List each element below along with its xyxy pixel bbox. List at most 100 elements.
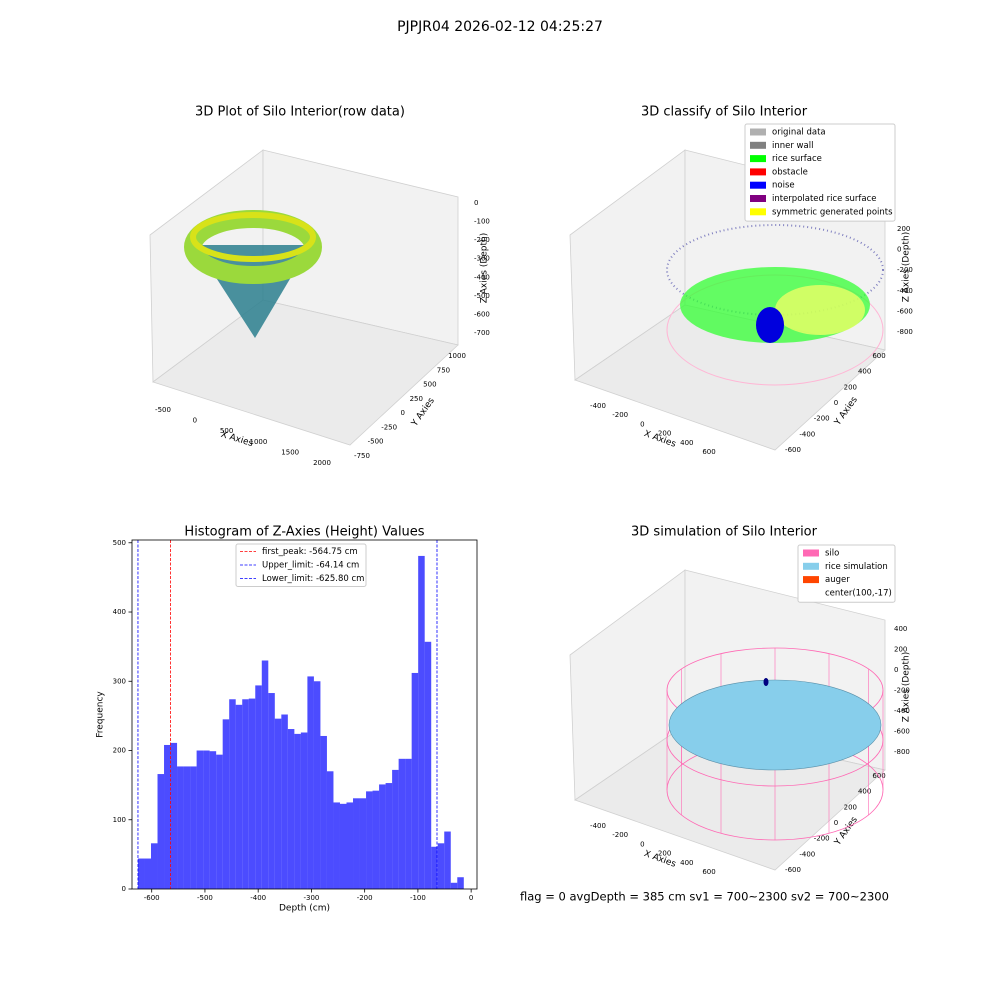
legend-box [797,544,896,603]
z-tick-label: -500 [474,292,490,300]
silo-wall [666,224,884,316]
histogram-bar [190,766,197,889]
rice-surface [668,679,882,771]
chart-title: 3D simulation of Silo Interior [631,525,818,540]
histogram-bar [294,733,301,889]
y-tick-label: 600 [872,352,885,360]
histogram-bar [372,790,380,889]
histogram-bar [457,877,464,889]
x-tick-label: 0 [469,894,473,902]
histogram-bar [183,766,191,889]
x-axis-label: Depth (cm) [279,904,330,914]
histogram-bar [196,750,204,889]
histogram-bar [431,846,438,889]
axis-label: Z Axies (Depth) [902,652,912,723]
y-tick-label: 200 [844,383,857,391]
x-tick-label: 200 [658,850,671,858]
x-tick-label: -100 [410,894,426,902]
y-tick-label: -400 [799,430,815,438]
legend-swatch [803,576,819,584]
y-tick-label: -500 [368,438,384,446]
y-tick-label: 300 [113,677,126,685]
legend-label: rice surface [772,154,822,164]
axis-label: Z Axies (Depth) [480,233,490,304]
legend-label: symmetric generated points [772,207,893,217]
x-tick-label: -200 [612,411,628,419]
y-tick-label: 0 [122,885,126,893]
z-tick-label: -800 [894,748,910,756]
legend-label: auger [825,575,850,585]
z-tick-label: -600 [897,307,913,315]
z-tick-label: -400 [894,707,910,715]
x-tick-label: -200 [357,894,373,902]
legend-box [235,543,367,587]
z-tick-label: -200 [474,236,490,244]
z-tick-label: -400 [897,287,913,295]
legend-label: noise [772,181,795,191]
y-tick-label: 200 [113,747,126,755]
histogram-bar [281,714,288,889]
legend-swatch [750,128,766,136]
histogram-bar [359,798,367,889]
y-tick-label: -600 [785,446,801,454]
histogram-bar [444,831,451,889]
silo-ring [184,210,322,284]
legend-swatch [750,208,766,216]
y-tick-label: -400 [799,850,815,858]
y-tick-label: -200 [814,835,830,843]
y-tick-label: -600 [785,866,801,874]
y-tick-label: 0 [834,399,838,407]
x-tick-label: 1000 [249,438,267,446]
legend-box [744,123,896,222]
legend-label: silo [825,549,839,559]
x-tick-label: 600 [702,868,715,876]
histogram-bar [177,766,184,889]
histogram-bar [274,718,282,889]
axes-frame [131,539,478,890]
histogram-bar [287,729,295,889]
x-tick-label: 0 [640,840,644,848]
histogram-bar [235,704,243,889]
z-tick-label: -600 [894,728,910,736]
histogram-bar [424,641,432,889]
histogram-bar [255,685,262,889]
histogram-bar [326,771,334,889]
histogram-bar [450,882,458,889]
histogram-bar [222,719,230,889]
histogram-bar [268,693,275,889]
histogram-bar [209,751,217,889]
x-tick-label: 600 [702,448,715,456]
histogram-bar [261,660,269,889]
histogram-bar [398,758,406,889]
z-tick-label: 0 [894,666,898,674]
histogram-bar [392,769,399,889]
y-tick-label: 0 [400,409,404,417]
suptitle: PJPJR04 2026-02-12 04:25:27 [397,19,603,35]
y-tick-label: 0 [834,819,838,827]
histogram-bar [437,843,445,889]
histogram-bar [379,784,386,889]
y-tick-label: 500 [423,381,436,389]
histogram-bar [411,672,419,889]
legend-label: obstacle [772,167,808,177]
chart-title: 3D Plot of Silo Interior(row data) [195,105,405,120]
x-tick-label: 1500 [281,448,299,456]
legend-label: Lower_limit: -625.80 cm [262,574,364,584]
histogram-bar [385,783,393,889]
z-tick-label: 400 [894,625,907,633]
legend-swatch [750,155,766,163]
pane [574,304,886,451]
histogram-bar [418,555,425,889]
footer-text: flag = 0 avgDepth = 385 cm sv1 = 700~230… [520,890,889,904]
symmetric-points [775,285,865,335]
legend-swatch [803,562,819,570]
y-tick-label: 400 [113,608,126,616]
z-tick-label: 200 [894,646,907,654]
z-tick-label: 200 [897,225,910,233]
y-tick-label: 1000 [448,352,466,360]
axis-label: X Axies [219,430,254,449]
histogram-bar [346,802,354,889]
x-tick-label: -200 [612,831,628,839]
y-tick-label: 750 [437,366,450,374]
